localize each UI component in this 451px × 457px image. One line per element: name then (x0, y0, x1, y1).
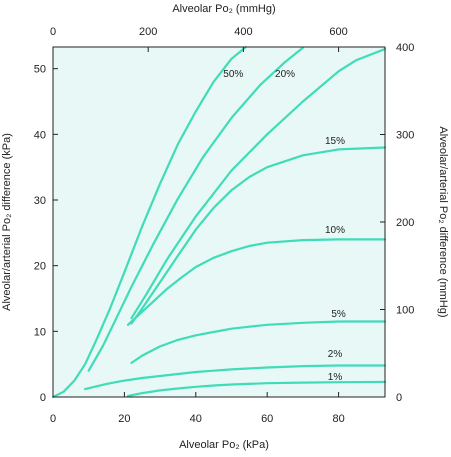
curve-line-6 (84, 364, 387, 391)
curve-label-7: 1% (328, 372, 343, 383)
y-tick-label-3: 30 (34, 195, 46, 207)
y2-tick-label-4: 400 (396, 42, 414, 54)
curve-line-4 (126, 238, 387, 326)
x2-tick-label-2: 400 (234, 26, 252, 38)
y2-tick-label-1: 100 (396, 305, 414, 317)
y2-tick-label-3: 300 (396, 130, 414, 142)
y-tick-label-0: 0 (40, 392, 46, 404)
y-tick-label-2: 20 (34, 261, 46, 273)
curve-label-1: 20% (275, 69, 295, 80)
curve-label-6: 2% (328, 349, 343, 360)
x-tick-label-3: 60 (261, 413, 273, 425)
right-axis-title: Alveolar/arterial Po₂ difference (mmHg) (437, 126, 449, 317)
x-tick-label-0: 0 (50, 413, 56, 425)
plot-area (53, 47, 385, 397)
curve-line-2 (130, 47, 387, 320)
y-tick-label-5: 50 (34, 64, 46, 76)
x-tick-label-1: 20 (118, 413, 130, 425)
curve-line-7 (126, 380, 387, 398)
curve-label-3: 15% (325, 136, 345, 147)
bottom-axis-title: Alveolar Po₂ (kPa) (179, 439, 269, 451)
x2-tick-label-0: 0 (50, 26, 56, 38)
curve-label-group: 50% 20% 15% 10% 5% 2% 1% (223, 69, 346, 383)
x-tick-label-4: 80 (332, 413, 344, 425)
y2-tick-label-0: 0 (396, 392, 402, 404)
curve-group (51, 45, 387, 399)
y2-tick-label-2: 200 (396, 217, 414, 229)
top-axis-title: Alveolar Po₂ (mmHg) (172, 3, 275, 15)
left-axis-title: Alveolar/arterial Po₂ difference (kPa) (1, 133, 13, 311)
curve-line-1 (87, 46, 304, 372)
y-tick-label-4: 40 (34, 129, 46, 141)
curve-label-4: 10% (325, 225, 345, 236)
y-tick-label-1: 10 (34, 326, 46, 338)
curve-line-5 (130, 320, 387, 364)
curve-line-0 (51, 45, 247, 399)
tick-group: 0 20 40 60 80 0 10 20 30 40 50 0 200 400 600 0 100 200 300… (34, 26, 415, 425)
curve-label-0: 50% (223, 69, 243, 80)
curve-line-3 (130, 146, 387, 325)
curve-label-5: 5% (331, 309, 346, 320)
x-tick-label-2: 40 (190, 413, 202, 425)
x2-tick-label-3: 600 (329, 26, 347, 38)
x2-tick-label-1: 200 (139, 26, 157, 38)
